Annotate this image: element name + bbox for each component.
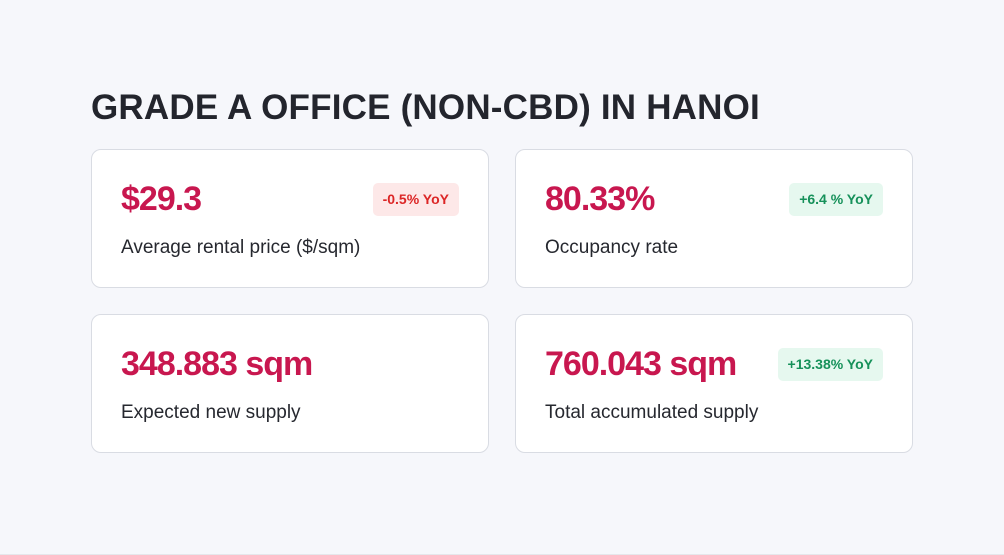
stat-card-occupancy-rate: 80.33% +6.4 % YoY Occupancy rate [515,149,913,288]
stat-label: Average rental price ($/sqm) [121,237,361,258]
yoy-change-badge: +6.4 % YoY [789,183,883,216]
stat-card-average-rental-price: $29.3 -0.5% YoY Average rental price ($/… [91,149,489,288]
stat-card-expected-new-supply: 348.883 sqm Expected new supply [91,314,489,453]
stat-label: Expected new supply [121,402,301,423]
yoy-change-badge: -0.5% YoY [372,183,459,216]
stat-value: 80.33% [545,180,655,218]
page-title: GRADE A OFFICE (NON-CBD) IN HANOI [91,88,760,127]
stat-card-total-accumulated-supply: 760.043 sqm +13.38% YoY Total accumulate… [515,314,913,453]
stat-label: Total accumulated supply [545,402,759,423]
yoy-change-badge: +13.38% YoY [777,348,883,381]
stat-value: 760.043 sqm [545,345,737,383]
stat-value: 348.883 sqm [121,345,313,383]
stat-label: Occupancy rate [545,237,679,258]
stat-value: $29.3 [121,180,202,218]
